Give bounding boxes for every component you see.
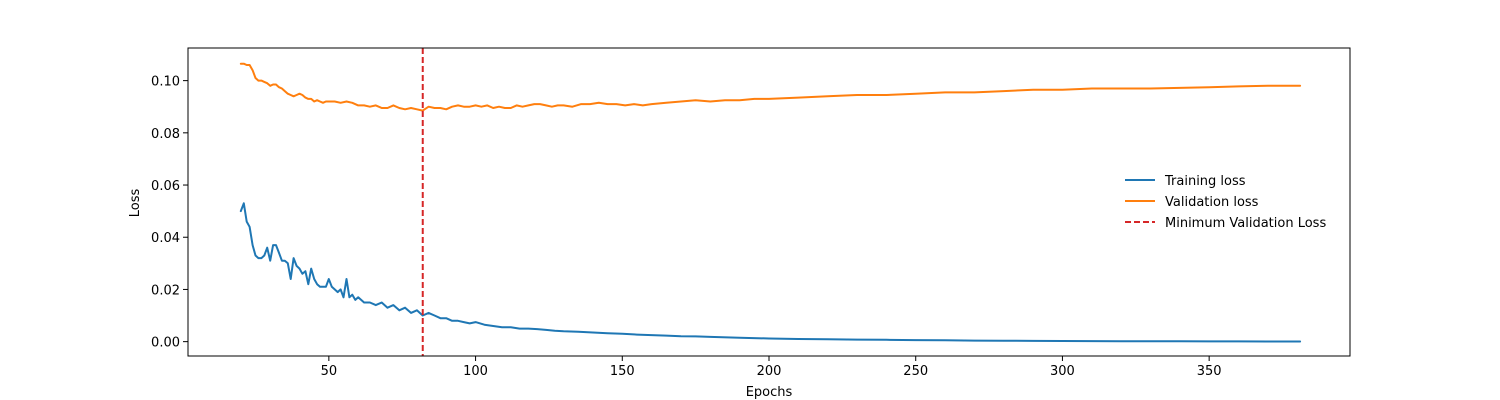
x-tick-label: 50 [321, 364, 338, 379]
x-tick-label: 200 [757, 364, 782, 379]
legend-label-min-val: Minimum Validation Loss [1165, 216, 1326, 231]
y-tick-label: 0.00 [151, 336, 180, 351]
plot-area [239, 48, 1302, 356]
y-tick-label: 0.10 [151, 75, 180, 90]
series-line-training-loss [239, 202, 1302, 343]
y-tick-label: 0.08 [151, 127, 180, 142]
legend-label-validation: Validation loss [1165, 195, 1259, 210]
x-tick-label: 250 [903, 364, 928, 379]
x-tick-label: 300 [1050, 364, 1075, 379]
y-tick-label: 0.06 [151, 179, 180, 194]
y-axis-label: Loss [128, 189, 143, 218]
x-tick-label: 150 [610, 364, 635, 379]
legend-label-training: Training loss [1164, 174, 1246, 189]
y-tick-label: 0.04 [151, 231, 180, 246]
y-axis: 0.00 0.02 0.04 0.06 0.08 0.10 [151, 75, 188, 351]
x-axis: 50 100 150 200 250 300 350 [321, 356, 1222, 379]
x-tick-label: 100 [463, 364, 488, 379]
legend: Training loss Validation loss Minimum Va… [1115, 166, 1345, 236]
x-axis-label: Epochs [746, 385, 793, 400]
series-line-validation-loss [239, 62, 1302, 112]
x-tick-label: 350 [1197, 364, 1222, 379]
y-tick-label: 0.02 [151, 283, 180, 298]
